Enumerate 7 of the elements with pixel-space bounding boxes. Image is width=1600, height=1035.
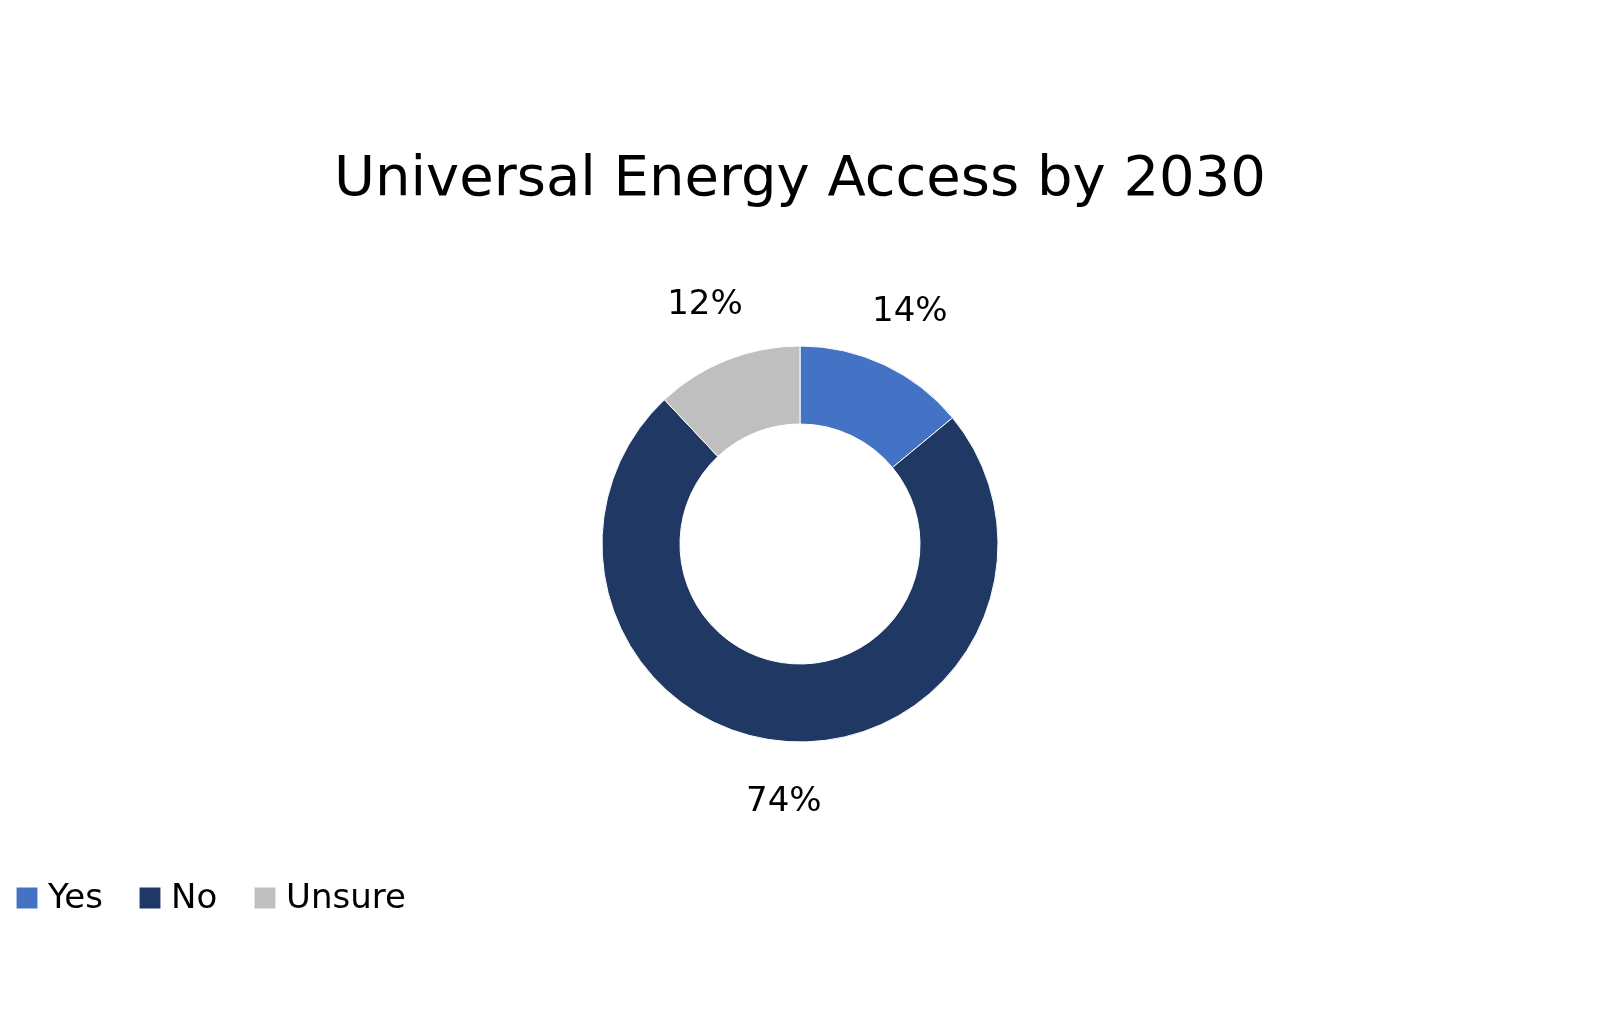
legend-label: No [171, 876, 218, 916]
data-label: 74% [746, 779, 822, 820]
data-label: 14% [872, 288, 948, 329]
legend-label: Unsure [286, 876, 406, 916]
data-label: 12% [667, 282, 743, 323]
legend-label: Yes [47, 876, 103, 916]
chart-title: Universal Energy Access by 2030 [334, 143, 1266, 208]
